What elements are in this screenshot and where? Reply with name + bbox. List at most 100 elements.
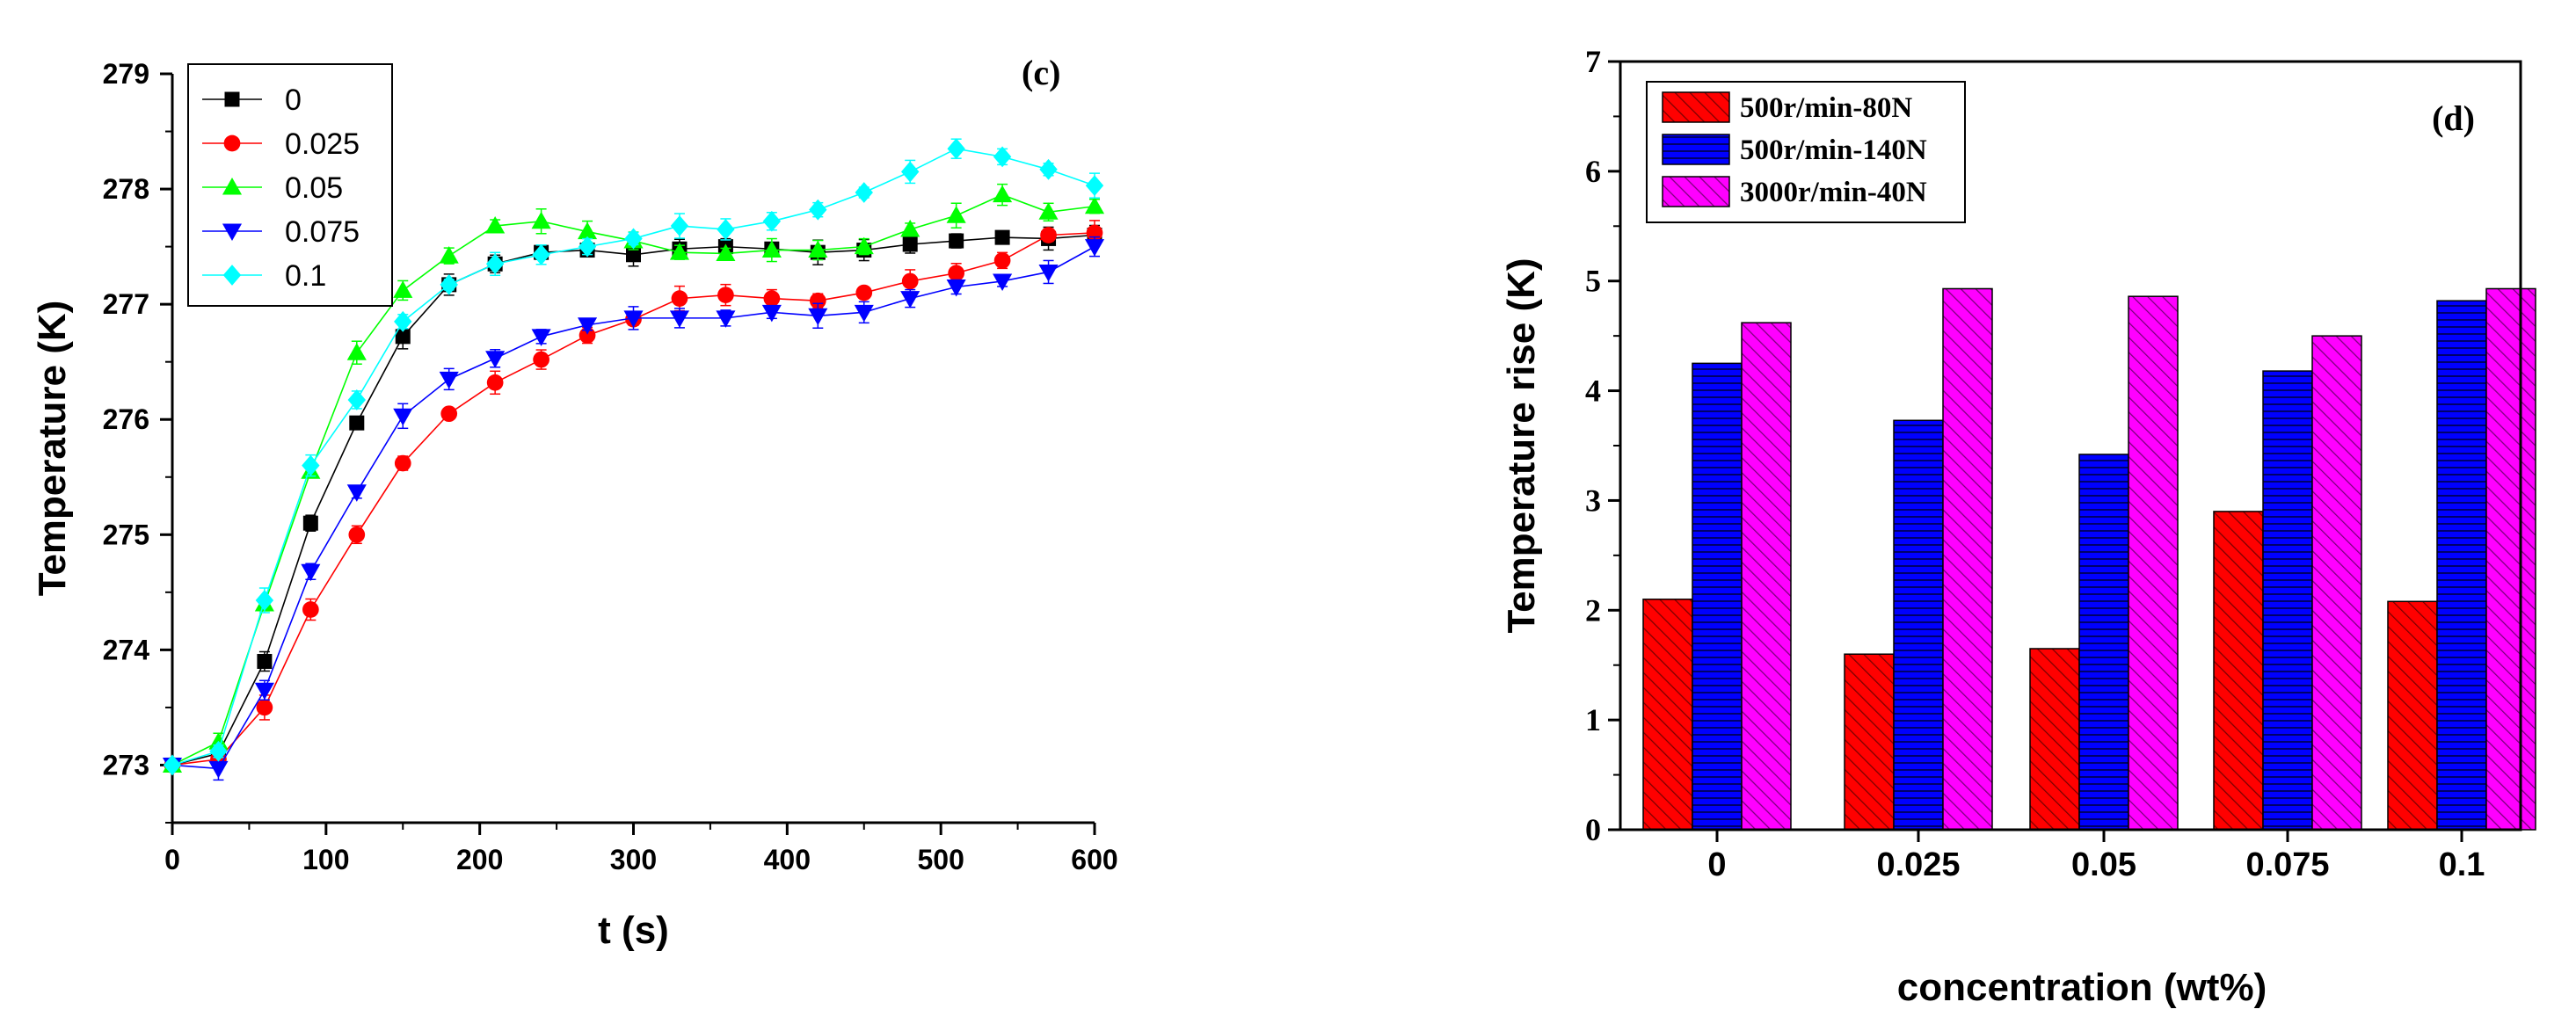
data-point <box>808 240 828 258</box>
legend-label: 0.1 <box>285 259 326 293</box>
data-point <box>855 182 873 203</box>
data-point <box>485 253 505 275</box>
data-point <box>626 247 641 263</box>
x-tick-label: 400 <box>764 844 811 875</box>
data-point <box>854 304 874 323</box>
legend-label: 3000r/min-40N <box>1740 177 1927 208</box>
data-point <box>855 284 873 301</box>
legend-label: 0.075 <box>285 215 360 249</box>
data-point <box>394 454 411 472</box>
panel-label-c: (c) <box>1022 53 1060 92</box>
data-point <box>578 221 598 240</box>
data-point <box>808 308 828 326</box>
data-point <box>947 138 965 160</box>
data-point <box>1084 239 1105 257</box>
data-point <box>1038 202 1059 220</box>
data-point <box>716 243 736 261</box>
series-0.1 <box>163 138 1104 776</box>
data-point <box>302 454 320 476</box>
bar-chart-axes: 0 1 2 3 4 5 6 7 0 0.025 0.05 0.075 0.1 <box>1585 44 2522 883</box>
bar <box>1642 599 1693 831</box>
line-chart-panel: 0 100 200 300 400 500 600 273 274 275 276 277 278 279… <box>31 53 1118 952</box>
y-tick-label: 274 <box>103 634 150 665</box>
y-tick-label: 0 <box>1585 812 1601 847</box>
data-point <box>301 563 321 582</box>
data-point <box>994 229 1010 245</box>
data-point <box>163 754 182 776</box>
data-point <box>439 371 459 389</box>
bar <box>2029 648 2080 831</box>
data-point <box>671 290 688 307</box>
data-point <box>533 351 549 368</box>
data-point <box>394 310 412 332</box>
data-point <box>901 161 920 183</box>
legend-marker <box>223 134 241 152</box>
data-point <box>254 682 274 701</box>
data-point <box>531 329 551 346</box>
bar <box>1741 322 1792 831</box>
data-point <box>532 243 550 265</box>
y-tick-label: 3 <box>1585 483 1601 518</box>
data-point <box>440 405 458 423</box>
x-axis-title: t (s) <box>598 909 669 952</box>
data-point <box>208 760 229 779</box>
x-tick-label: 0.05 <box>2071 846 2136 883</box>
legend-marker <box>222 265 242 286</box>
legend-box <box>187 63 393 307</box>
data-point <box>717 287 734 304</box>
x-tick-label: 100 <box>302 844 349 875</box>
data-point <box>579 327 596 344</box>
data-point <box>669 243 689 260</box>
data-point <box>393 408 413 426</box>
data-point <box>1038 264 1059 282</box>
y-tick-label: 273 <box>103 749 149 781</box>
bar <box>2387 600 2438 831</box>
data-point <box>349 415 365 431</box>
data-point <box>347 389 366 410</box>
line-chart-axes: 0 100 200 300 400 500 600 273 274 275 276 277 278 279 <box>103 58 1118 875</box>
data-point <box>993 146 1012 168</box>
legend-label: 0 <box>285 83 302 117</box>
bar-series-3000r/min-40N <box>1741 287 2536 831</box>
data-point <box>302 601 319 618</box>
bar <box>2485 287 2536 831</box>
data-point <box>255 590 274 611</box>
series-0.075 <box>162 236 1105 781</box>
data-point <box>486 374 504 391</box>
data-point <box>717 219 735 240</box>
legend-label: 500r/min-80N <box>1740 92 1912 124</box>
bar-chart-bars <box>1642 287 2536 831</box>
x-axis-title: concentration (wt%) <box>1897 966 2267 1009</box>
data-point <box>346 484 367 502</box>
bar-chart-panel: 0 1 2 3 4 5 6 7 0 0.025 0.05 0.075 0.1 (d) concentra… <box>1500 44 2536 1009</box>
data-point <box>900 219 921 237</box>
data-point <box>440 273 458 295</box>
bar <box>2436 300 2487 831</box>
y-tick-label: 279 <box>103 58 149 90</box>
bar <box>1942 287 1993 831</box>
x-tick-label: 0 <box>1707 846 1726 883</box>
data-point <box>763 290 781 307</box>
y-tick-label: 275 <box>103 519 149 550</box>
line-chart-series <box>162 138 1105 781</box>
data-point <box>993 185 1013 203</box>
x-tick-label: 0.075 <box>2245 846 2329 883</box>
x-tick-label: 0.025 <box>1876 846 1960 883</box>
data-point <box>1039 158 1058 180</box>
data-point <box>578 317 598 335</box>
y-tick-label: 7 <box>1585 44 1601 79</box>
x-tick-label: 300 <box>610 844 657 875</box>
y-tick-label: 2 <box>1585 592 1601 628</box>
data-point <box>900 291 921 309</box>
y-axis-title: Temperature rise (K) <box>1500 258 1543 633</box>
data-point <box>302 515 318 531</box>
legend-swatch <box>1662 91 1730 123</box>
y-tick-label: 1 <box>1585 702 1601 737</box>
line-chart-legend: 0 0.025 0.05 0.075 0.1 <box>187 63 393 307</box>
bar-series-500r/min-140N <box>1692 300 2487 831</box>
data-point <box>257 653 273 669</box>
data-point <box>1040 227 1057 243</box>
data-point <box>993 273 1013 291</box>
data-point <box>946 279 966 297</box>
y-tick-label: 276 <box>103 403 149 435</box>
